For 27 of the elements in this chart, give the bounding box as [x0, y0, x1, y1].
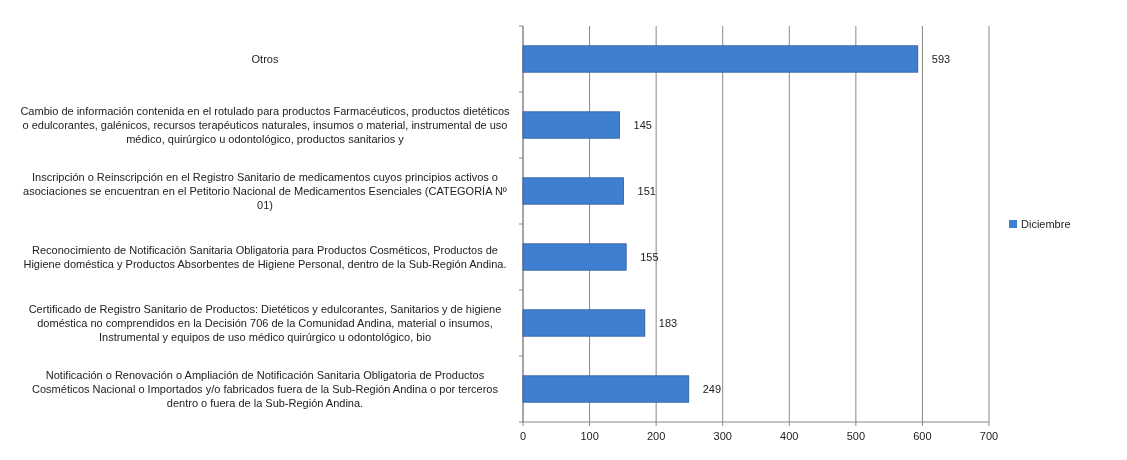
legend-label: Diciembre — [1021, 218, 1071, 230]
x-tick-label: 100 — [580, 430, 599, 442]
y-tick-label: Certificado de Registro Sanitario de Productos: Dietéticos y edulcorantes, Sanitarios y de higiene doméstica no comprendidos en la Decisión 706 de la Comunidad Andina, material o insumos, Instrumental y equipos de uso médico quirúrgico u odontológico, bio — [28, 303, 502, 343]
data-label: 183 — [658, 317, 678, 329]
x-tick-label: 600 — [913, 430, 932, 442]
bar — [522, 309, 646, 337]
x-tick-label: 400 — [780, 430, 799, 442]
bar — [522, 375, 690, 403]
y-tick-label: Inscripción o Reinscripción en el Registro Sanitario de medicamentos cuyos principios activos o asociaciones se encuentran en el Petitorio Nacional de Medicamentos Esenciales (CATEGORÍA Nº 01) — [23, 171, 507, 211]
x-tick-label: 500 — [846, 430, 866, 442]
x-tick-label: 200 — [646, 430, 666, 442]
y-tick-label: Reconocimiento de Notificación Sanitaria Obligatoria para Productos Cosméticos, Productos de Higiene doméstica y Productos Absorbentes de Higiene Personal, dentro de la Sub-Región Andina. — [23, 244, 507, 270]
data-label: 155 — [640, 251, 659, 263]
data-label: 249 — [702, 383, 722, 395]
bar — [522, 45, 919, 73]
bar — [522, 111, 620, 139]
x-tick-label: 700 — [979, 430, 999, 442]
x-tick-label: 0 — [519, 430, 527, 442]
y-tick-label: Notificación o Renovación o Ampliación de Notificación Sanitaria Obligatoria de Productos Cosméticos Nacional o Importados y/o fabricados fuera de la Sub-Región Andina o por terceros dentro o fuera de la Sub-Región Andina. — [32, 369, 499, 409]
bar — [522, 243, 627, 271]
y-tick-label: Otros — [251, 53, 279, 65]
y-tick-label: Cambio de información contenida en el rotulado para productos Farmacéuticos, productos dietéticos o edulcorantes, galénicos, recursos terapéuticos naturales, insumos o material, instrumental de uso médico, quirúrgico u odontológico, productos sanitarios y — [20, 105, 511, 145]
data-label: 151 — [637, 185, 656, 197]
bar — [522, 177, 624, 205]
data-label: 145 — [633, 119, 652, 131]
data-label: 593 — [931, 53, 951, 65]
x-tick-label: 300 — [713, 430, 732, 442]
